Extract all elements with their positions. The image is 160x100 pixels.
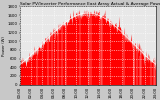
Y-axis label: Power (W): Power (W) <box>2 36 6 56</box>
Text: Solar PV/Inverter Performance East Array Actual & Average Power Output: Solar PV/Inverter Performance East Array… <box>20 2 160 6</box>
